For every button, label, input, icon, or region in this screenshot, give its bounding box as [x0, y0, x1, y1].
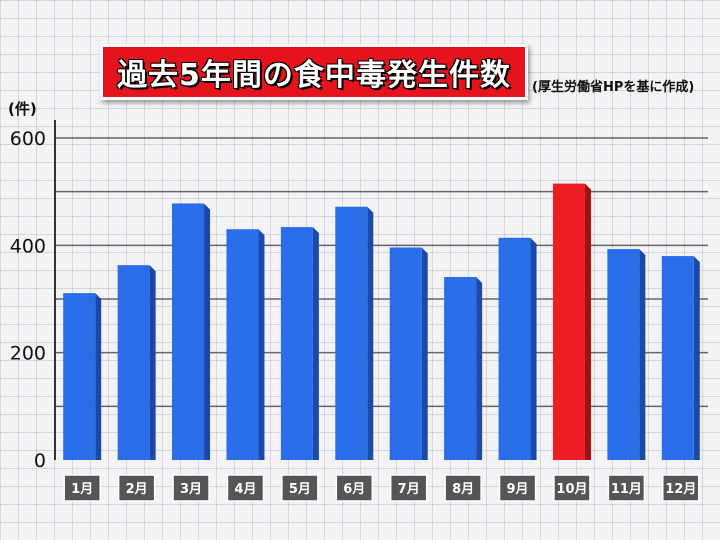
category-label: 7月 — [398, 482, 420, 497]
bar — [498, 237, 531, 460]
bar-side — [367, 206, 374, 460]
bar — [226, 229, 259, 460]
category-label-box — [63, 474, 101, 502]
bar-side — [530, 237, 537, 460]
y-tick-label: 400 — [10, 235, 46, 257]
bar-side — [149, 265, 156, 460]
category-label: 6月 — [343, 482, 365, 497]
category-label: 3月 — [180, 482, 202, 497]
bar — [552, 183, 585, 460]
bar — [117, 265, 150, 460]
bar-side — [693, 256, 700, 460]
category-label-box — [498, 474, 537, 502]
y-tick-label: 200 — [10, 343, 46, 365]
category-label: 1月 — [71, 482, 93, 497]
bar — [172, 203, 205, 460]
bar-side — [258, 229, 265, 460]
chart-subtitle: (厚生労働省HPを基に作成) — [532, 80, 695, 95]
category-label-box — [335, 474, 374, 502]
bar-side — [639, 249, 646, 460]
bar — [280, 227, 313, 460]
category-label-box — [662, 474, 700, 502]
category-label-box — [172, 474, 210, 502]
category-label: 2月 — [126, 482, 148, 497]
chart-title: 過去5年間の食中毒発生件数 — [100, 44, 528, 100]
bar-side — [204, 203, 211, 460]
category-label-box — [444, 474, 482, 502]
bar-side — [421, 247, 428, 460]
y-tick-label: 600 — [10, 128, 46, 150]
bar — [661, 256, 694, 460]
bar — [63, 293, 96, 460]
category-label: 4月 — [234, 482, 256, 497]
category-label-box — [389, 474, 428, 502]
bar-side — [476, 276, 483, 460]
category-label-box — [553, 474, 591, 502]
bar — [607, 249, 640, 460]
y-axis-label: (件) — [8, 100, 37, 118]
bar — [389, 247, 422, 460]
category-label: 11月 — [611, 482, 642, 497]
bar-side — [584, 183, 591, 460]
category-label: 5月 — [289, 482, 311, 497]
bar — [335, 206, 368, 460]
bar — [444, 276, 477, 460]
bar-side — [312, 227, 319, 460]
bar-side — [95, 293, 102, 460]
category-label-box — [117, 474, 156, 502]
category-label: 9月 — [507, 482, 529, 497]
y-tick-label: 0 — [34, 450, 46, 472]
category-label-box — [607, 474, 646, 502]
category-label-box — [226, 474, 265, 502]
category-label-box — [281, 474, 319, 502]
category-label: 12月 — [665, 482, 696, 497]
category-label: 8月 — [452, 482, 474, 497]
category-label: 10月 — [556, 482, 587, 497]
